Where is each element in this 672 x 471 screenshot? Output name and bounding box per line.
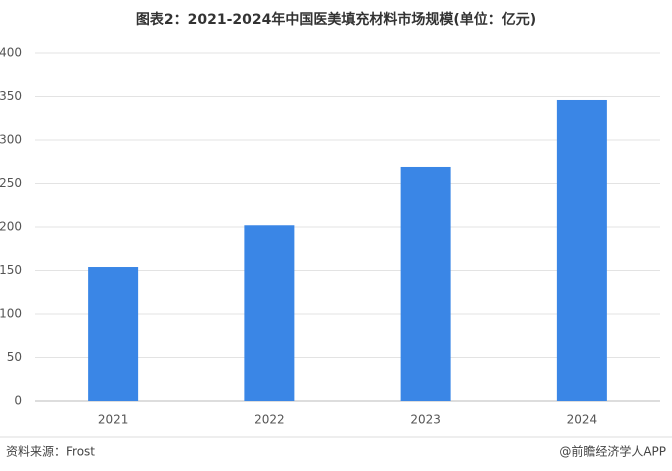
y-tick-label: 50 [7,350,22,364]
x-tick-label: 2022 [254,413,285,427]
y-tick-label: 100 [0,307,22,321]
credit: @前瞻经济学人APP [559,444,666,459]
x-tick-label: 2021 [98,413,129,427]
chart-title: 图表2：2021-2024年中国医美填充材料市场规模(单位：亿元) [136,11,536,28]
y-tick-label: 150 [0,263,22,277]
bar [88,267,139,401]
bar [244,225,295,401]
bar [556,99,607,401]
y-tick-label: 350 [0,89,22,103]
y-tick-label: 250 [0,176,22,190]
y-tick-label: 200 [0,220,22,234]
source: 资料来源：Frost [6,445,95,459]
x-tick-label: 2023 [410,413,441,427]
y-tick-label: 300 [0,133,22,147]
y-tick-label: 400 [0,46,22,60]
x-tick-label: 2024 [567,413,598,427]
bar [400,166,451,401]
y-tick-label: 0 [14,394,22,408]
